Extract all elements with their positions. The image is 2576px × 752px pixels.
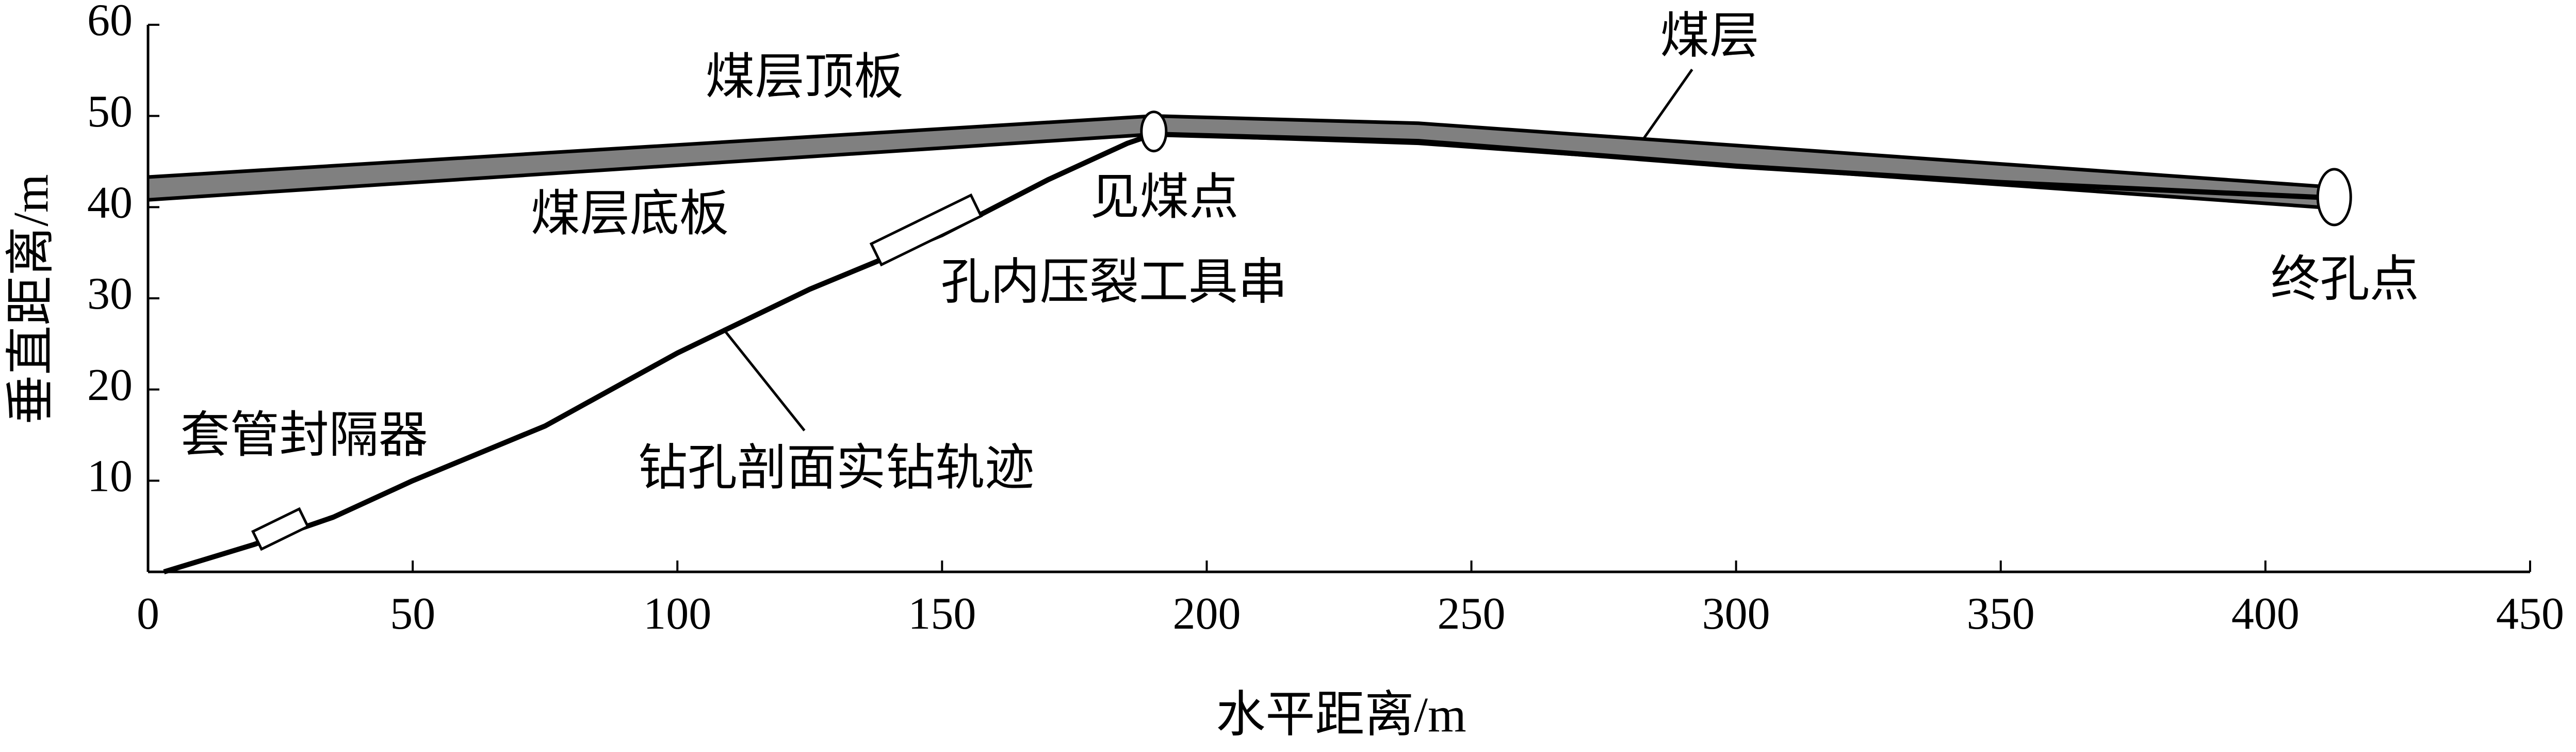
annotation: 煤层 bbox=[1660, 8, 1759, 63]
x-tick-label: 50 bbox=[390, 589, 435, 639]
annotation: 煤层底板 bbox=[531, 186, 729, 241]
series-line bbox=[148, 114, 2319, 188]
y-tick-label: 10 bbox=[87, 452, 133, 502]
x-tick-label: 450 bbox=[2496, 589, 2564, 639]
y-tick-label: 50 bbox=[87, 87, 133, 137]
y-axis-label: 垂直距离/m bbox=[3, 174, 58, 424]
series-line bbox=[163, 132, 2335, 574]
annotation: 套管封隔器 bbox=[181, 408, 428, 463]
y-tick-label: 20 bbox=[87, 360, 133, 410]
x-axis-label: 水平距离/m bbox=[1216, 687, 1466, 742]
x-tick-label: 250 bbox=[1438, 589, 1506, 639]
leader-line bbox=[722, 327, 806, 431]
leader-line bbox=[1642, 69, 1693, 141]
fracturing-tool-string bbox=[869, 193, 983, 267]
hole-end-marker bbox=[2316, 168, 2352, 227]
annotation: 孔内压裂工具串 bbox=[941, 254, 1287, 310]
x-tick-label: 0 bbox=[137, 589, 159, 639]
y-tick-label: 30 bbox=[87, 269, 133, 319]
x-tick-label: 350 bbox=[1967, 589, 2035, 639]
x-tick-label: 100 bbox=[643, 589, 711, 639]
x-tick-label: 200 bbox=[1172, 589, 1241, 639]
x-tick-label: 400 bbox=[2231, 589, 2300, 639]
x-tick-label: 150 bbox=[908, 589, 976, 639]
x-tick-label: 300 bbox=[1702, 589, 1770, 639]
annotation: 终孔点 bbox=[2271, 252, 2419, 307]
coal-entry-marker bbox=[1140, 110, 1168, 153]
annotation: 煤层顶板 bbox=[706, 49, 904, 104]
annotation: 见煤点 bbox=[1090, 170, 1238, 225]
annotation: 钻孔剖面实钻轨迹 bbox=[638, 440, 1034, 495]
y-tick-label: 60 bbox=[87, 0, 133, 45]
casing-packer bbox=[251, 507, 310, 551]
y-tick-label: 40 bbox=[87, 178, 133, 228]
